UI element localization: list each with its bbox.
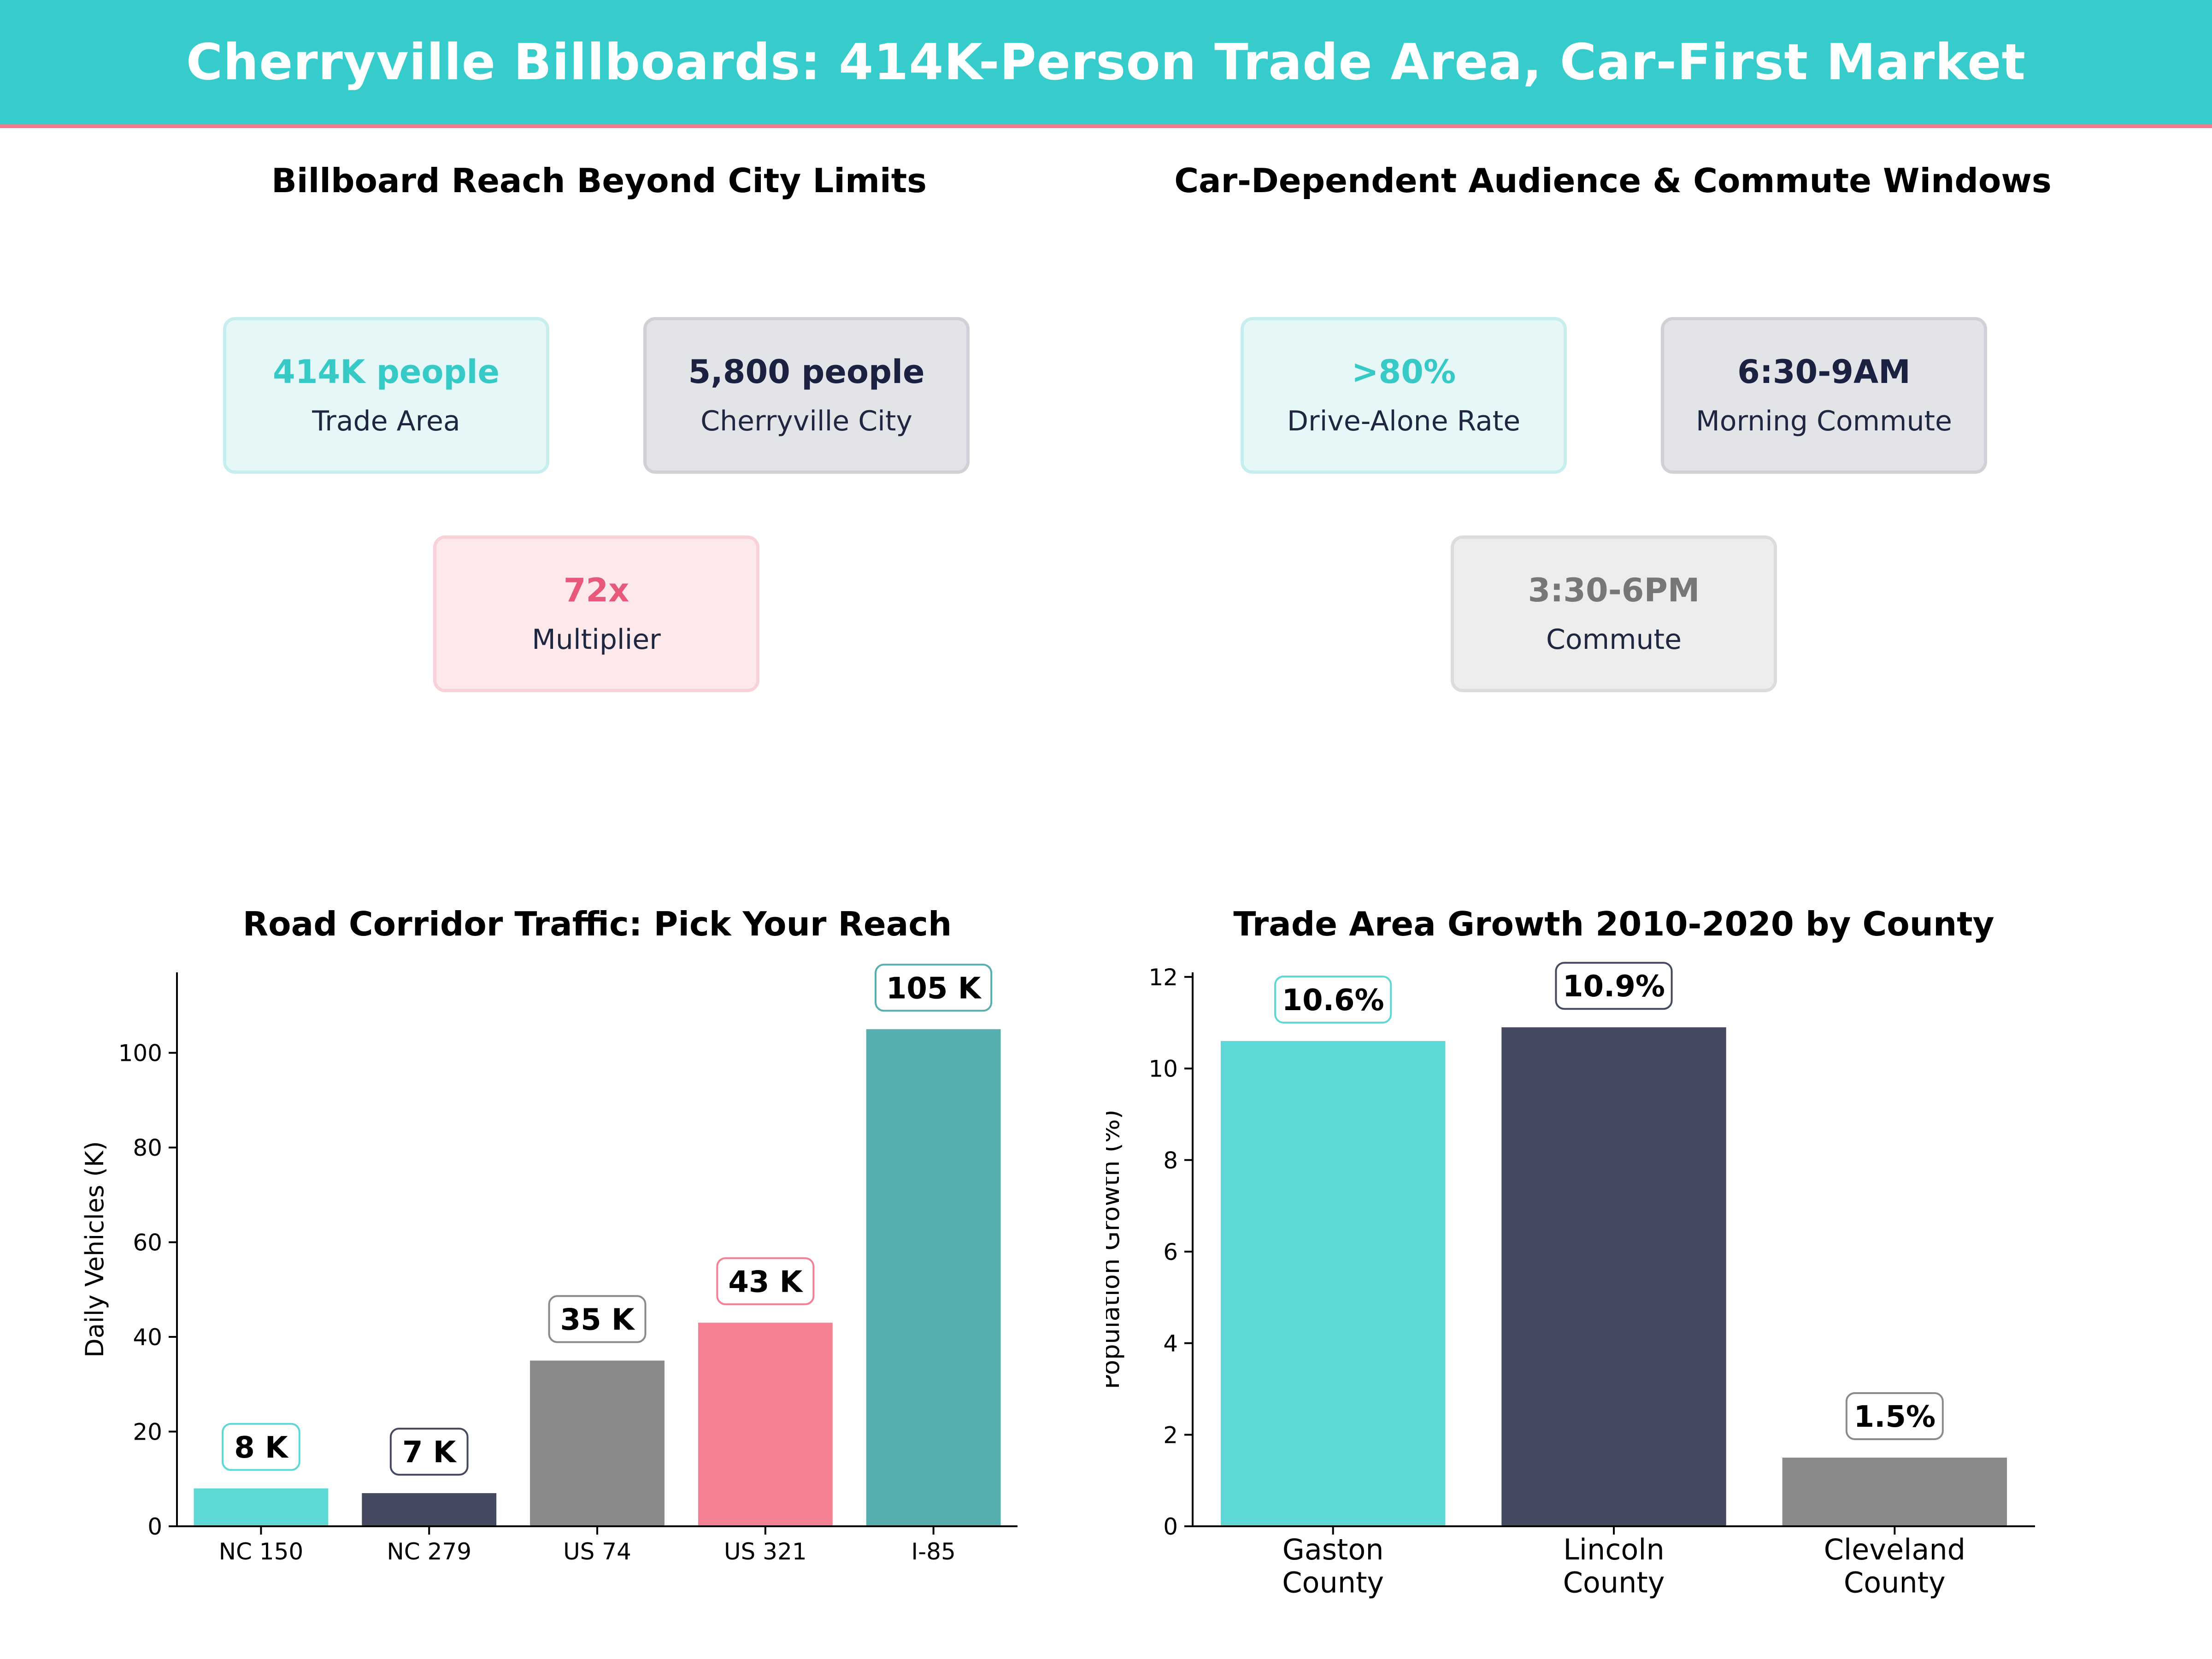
y-tick-label-5: 10 [1148, 1056, 1178, 1082]
y-tick-label-1: 20 [133, 1419, 162, 1446]
trade-area-value: 414K people [273, 353, 500, 391]
data-label-2: 35 K [560, 1303, 635, 1337]
data-label-box-2 [548, 1295, 647, 1343]
x-tick-label-0: NC 150 [219, 1538, 304, 1565]
reach-panel-title: Billboard Reach Beyond City Limits [271, 161, 927, 200]
chart-title: Trade Area Growth 2010-2020 by County [1233, 905, 1994, 943]
bar-0 [1220, 1041, 1446, 1526]
evening-commute-label: Commute [1546, 624, 1682, 656]
trade-area-card: 414K people Trade Area [223, 317, 549, 474]
x-tick-label-2: Cleveland County [1824, 1533, 1965, 1599]
multiplier-label: Multiplier [532, 624, 661, 656]
evening-commute-card: 3:30-6PM Commute [1451, 535, 1777, 692]
x-tick-label-3: US 321 [724, 1538, 807, 1565]
drive-alone-label: Drive-Alone Rate [1287, 405, 1521, 437]
data-label-box-0 [222, 1423, 300, 1471]
y-tick-label-2: 40 [133, 1324, 162, 1351]
bar-1 [1501, 1027, 1726, 1526]
drive-alone-card: >80% Drive-Alone Rate [1241, 317, 1567, 474]
data-label-3: 43 K [728, 1265, 803, 1299]
data-label-box-2 [1845, 1392, 1944, 1440]
data-label-1: 10.9% [1563, 970, 1665, 1004]
city-population-value: 5,800 people [688, 353, 925, 391]
traffic-bar-chart: Road Corridor Traffic: Pick Your Reach 8 … [80, 905, 1018, 1565]
morning-commute-card: 6:30-9AM Morning Commute [1661, 317, 1987, 474]
y-tick-label-4: 8 [1163, 1147, 1178, 1174]
y-tick-label-4: 80 [133, 1135, 162, 1161]
page-title: Cherryville Billboards: 414K-Person Trad… [186, 33, 2026, 91]
data-label-box-1 [1555, 962, 1673, 1010]
y-tick-label-3: 60 [133, 1230, 162, 1256]
x-tick-label-0: Gaston County [1282, 1533, 1384, 1599]
y-tick-label-2: 4 [1163, 1330, 1178, 1357]
y-axis-label: Daily Vehicles (K) [80, 1141, 109, 1358]
data-label-box-1 [389, 1428, 469, 1476]
bar-1 [362, 1493, 497, 1526]
morning-commute-label: Morning Commute [1696, 405, 1952, 437]
data-label-0: 8 K [234, 1431, 289, 1465]
data-label-4: 105 K [886, 971, 982, 1006]
y-tick-label-5: 100 [118, 1040, 162, 1067]
city-population-label: Cherryville City [700, 405, 912, 437]
data-label-box-0 [1274, 976, 1392, 1024]
bar-2 [530, 1360, 665, 1526]
multiplier-value: 72x [563, 571, 629, 609]
y-tick-label-0: 0 [1163, 1513, 1178, 1540]
bar-3 [698, 1323, 833, 1526]
x-tick-label-1: NC 279 [387, 1538, 471, 1565]
bar-2 [1782, 1457, 2007, 1526]
y-axis-label: Population Growth (%) [1106, 1110, 1125, 1389]
chart-title: Road Corridor Traffic: Pick Your Reach [243, 905, 952, 943]
y-tick-label-3: 6 [1163, 1239, 1178, 1265]
data-label-box-4 [875, 964, 993, 1012]
y-tick-label-1: 2 [1163, 1422, 1178, 1448]
data-label-box-3 [716, 1257, 815, 1306]
data-label-0: 10.6% [1282, 983, 1384, 1018]
y-tick-label-0: 0 [147, 1513, 162, 1540]
x-tick-label-2: US 74 [563, 1538, 631, 1565]
bar-4 [866, 1029, 1001, 1526]
data-label-1: 7 K [402, 1435, 457, 1470]
header-banner: Cherryville Billboards: 414K-Person Trad… [0, 0, 2212, 128]
drive-alone-value: >80% [1351, 353, 1456, 391]
x-tick-label-4: I-85 [911, 1538, 955, 1565]
x-tick-label-1: Lincoln County [1563, 1533, 1665, 1599]
trade-area-label: Trade Area [312, 405, 460, 437]
growth-bar-chart: Trade Area Growth 2010-2020 by County 10.… [1106, 905, 2035, 1599]
data-label-2: 1.5% [1854, 1400, 1936, 1434]
evening-commute-value: 3:30-6PM [1528, 571, 1700, 609]
audience-panel-title: Car-Dependent Audience & Commute Windows [1174, 161, 2052, 200]
multiplier-card: 72x Multiplier [433, 535, 759, 692]
bar-0 [194, 1488, 329, 1526]
morning-commute-value: 6:30-9AM [1737, 353, 1911, 391]
city-population-card: 5,800 people Cherryville City [643, 317, 970, 474]
y-tick-label-6: 12 [1148, 964, 1178, 991]
